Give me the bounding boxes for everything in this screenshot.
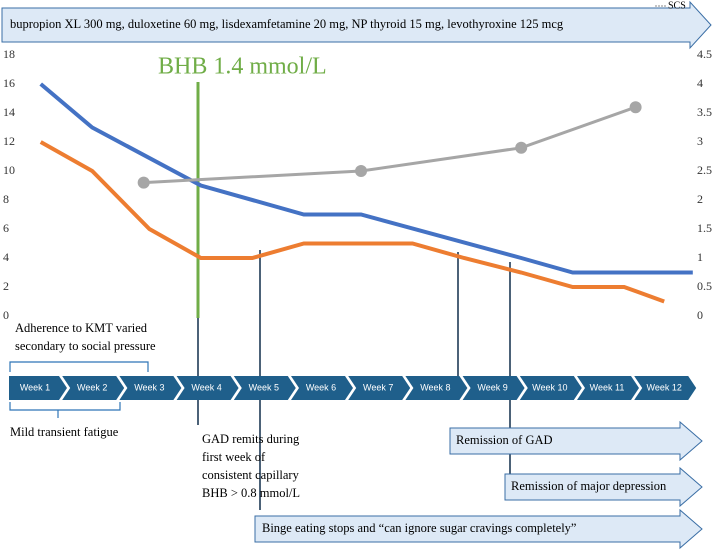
y2-tick-label: 2.5: [697, 163, 712, 177]
y2-tick-label: 0: [697, 308, 703, 322]
y-tick-label: 8: [3, 192, 9, 206]
outcome-arrow: [504, 466, 703, 508]
y-tick-label: 12: [3, 134, 15, 148]
week-label: Week 8: [420, 382, 450, 392]
week-label: Week 4: [191, 382, 221, 392]
week-label: Week 1: [20, 382, 50, 392]
week-chevron: [634, 376, 697, 400]
week-chevron: [405, 376, 468, 400]
y-tick-label: 16: [3, 76, 15, 90]
week-label: Week 6: [306, 382, 336, 392]
outcome-text: Binge eating stops and “can ignore sugar…: [262, 521, 576, 535]
series-line: [39, 82, 693, 275]
series-marker: [137, 176, 150, 189]
series-line: [143, 105, 637, 185]
gad-note: consistent capillary: [202, 468, 300, 482]
adherence-note: Adherence to KMT varied: [15, 321, 148, 335]
series-marker: [629, 101, 642, 114]
outcome-arrow: [449, 420, 703, 462]
week-label: Week 12: [647, 382, 682, 392]
week-label: Week 10: [532, 382, 567, 392]
y2-tick-label: 1: [697, 250, 703, 264]
gad-note: BHB > 0.8 mmol/L: [202, 486, 300, 500]
y-tick-label: 14: [3, 105, 15, 119]
y2-tick-label: 4: [697, 76, 703, 90]
week-chevron: [176, 376, 239, 400]
outcome-text: Remission of GAD: [456, 433, 553, 447]
y2-tick-label: 3: [697, 134, 703, 148]
y2-tick-label: 4.5: [697, 47, 712, 61]
y2-tick-label: 2: [697, 192, 703, 206]
week-chevron: [348, 376, 411, 400]
y-tick-label: 2: [3, 279, 9, 293]
week-chevron: [577, 376, 639, 400]
week-label: Week 9: [477, 382, 507, 392]
week-chevron: [291, 376, 353, 400]
y-tick-label: 4: [3, 250, 9, 264]
brackets: [9, 361, 149, 418]
y-tick-label: 10: [3, 163, 15, 177]
week-chevron: [233, 376, 296, 400]
series-marker: [355, 165, 368, 177]
series-line: [39, 140, 665, 304]
y2-tick-label: 0.5: [697, 279, 712, 293]
adherence-note: secondary to social pressure: [15, 339, 156, 353]
outcome-text: Remission of major depression: [511, 479, 667, 493]
outcome-arrow: [254, 508, 703, 550]
y-tick-label: 0: [3, 308, 9, 322]
medication-banner: [1, 0, 712, 50]
week-label: Week 3: [134, 382, 164, 392]
week-chevron: [62, 376, 125, 400]
week-label: Week 2: [77, 382, 107, 392]
week-label: Week 11: [590, 382, 625, 392]
week-label: Week 5: [249, 382, 279, 392]
bhb-label: BHB 1.4 mmol/L: [158, 54, 327, 80]
week-chevron: [519, 376, 582, 400]
y2-tick-label: 1.5: [697, 221, 712, 235]
y-tick-label: 18: [3, 47, 15, 61]
y-tick-label: 6: [3, 221, 9, 235]
week-label: Week 7: [363, 382, 393, 392]
week-chevron: [119, 376, 182, 400]
y2-tick-label: 3.5: [697, 105, 712, 119]
gad-note: GAD remits during: [202, 432, 300, 446]
legend-label: SCS: [668, 0, 686, 11]
banner-text: bupropion XL 300 mg, duloxetine 60 mg, l…: [10, 17, 564, 31]
week-chevron: [9, 376, 67, 400]
gad-note: first week of: [202, 450, 266, 464]
week-chevron: [462, 376, 525, 400]
fatigue-note: Mild transient fatigue: [10, 425, 119, 439]
series-marker: [515, 141, 528, 154]
